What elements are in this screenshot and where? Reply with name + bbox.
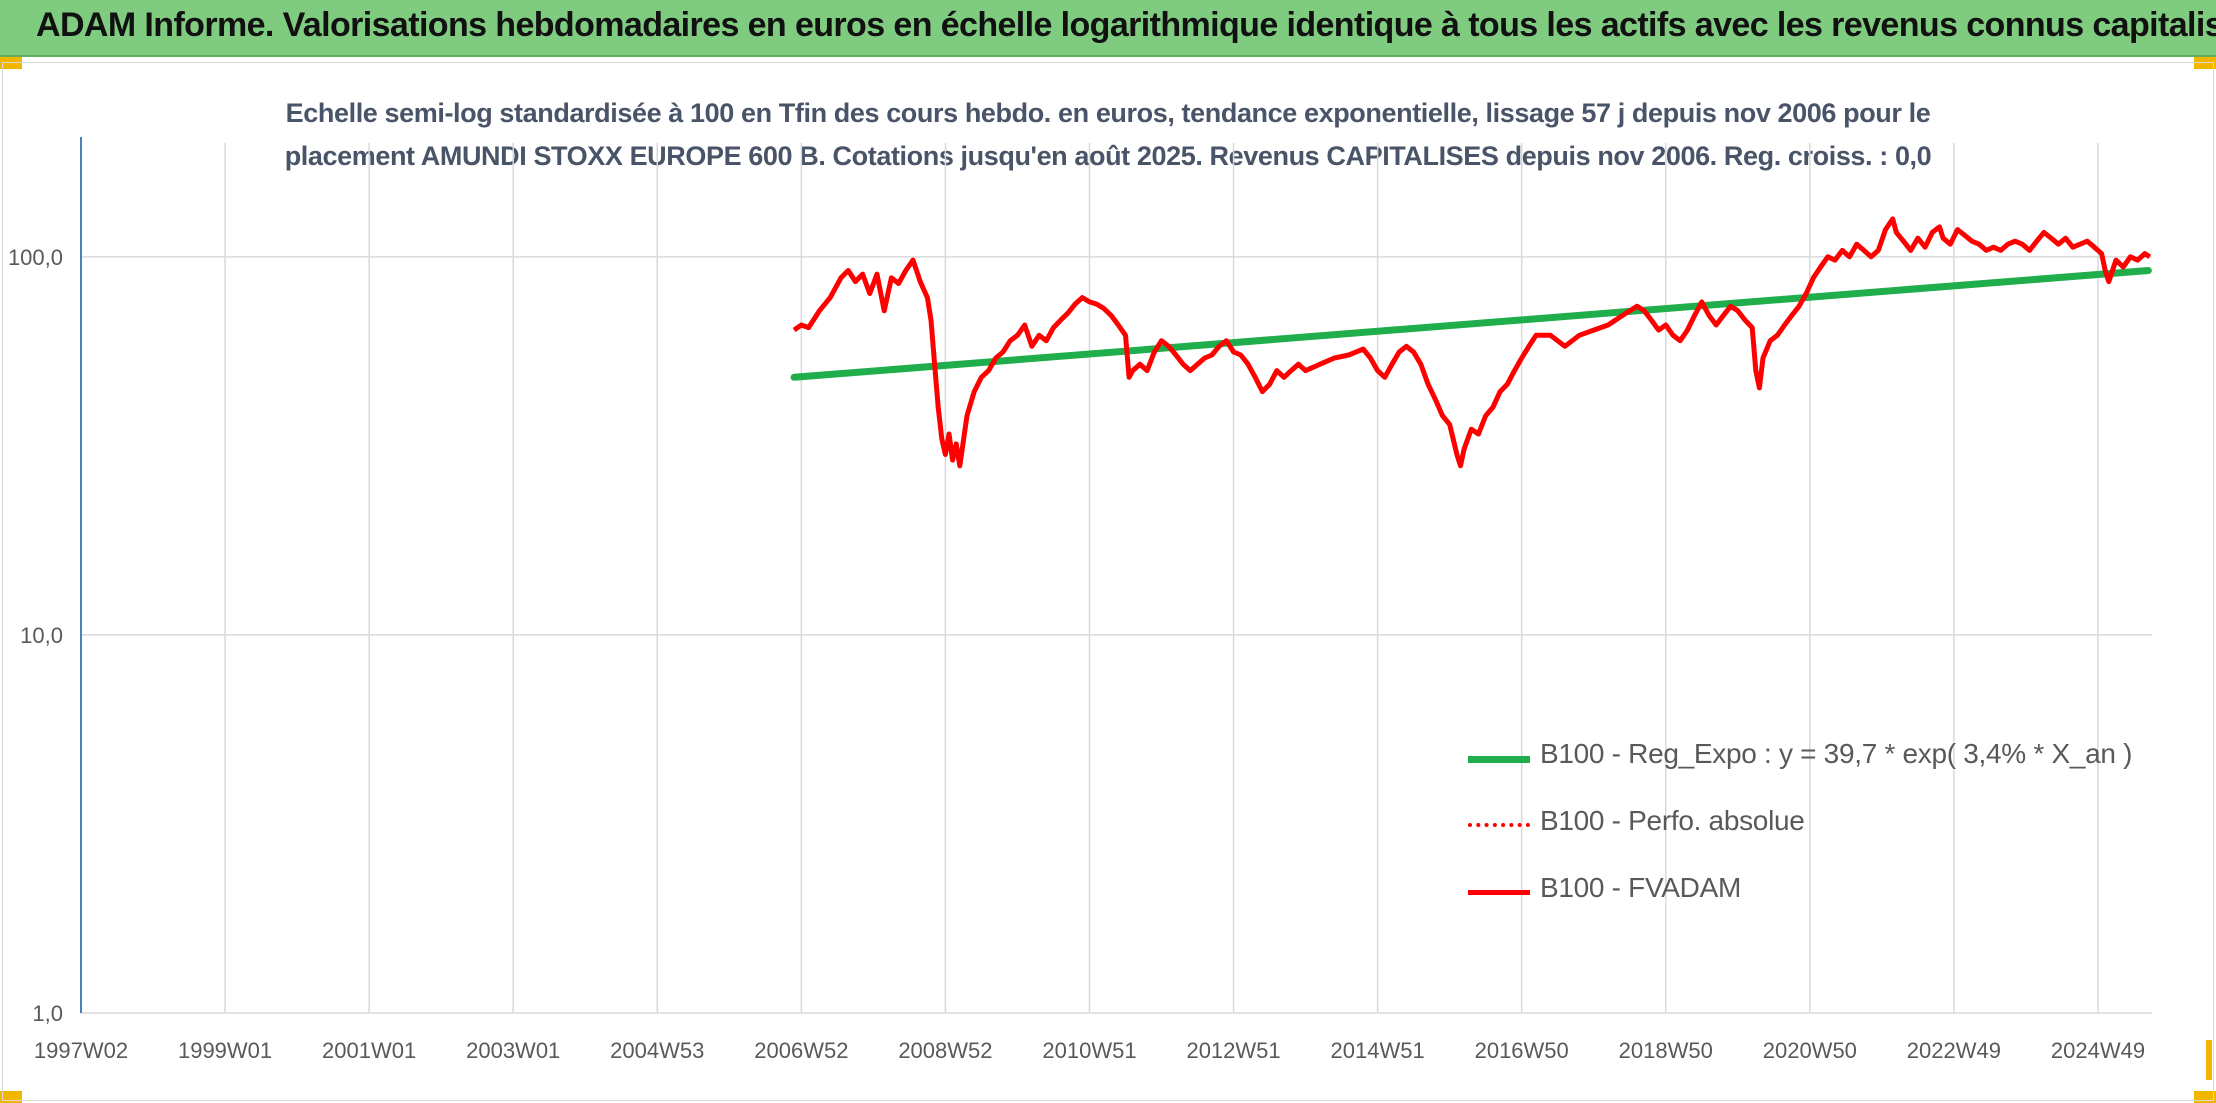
trend-series-line [790, 267, 2152, 381]
x-tick-label: 2010W51 [1042, 1038, 1136, 1063]
x-tick-label: 2001W01 [322, 1038, 416, 1063]
corner-marker-top-right [2194, 57, 2216, 69]
x-tick-label: 1999W01 [178, 1038, 272, 1063]
y-tick-label: 100,0 [8, 245, 63, 270]
chart-title-line-1: Echelle semi-log standardisée à 100 en T… [285, 98, 1931, 128]
report-title: ADAM Informe. Valorisations hebdomadaire… [36, 6, 2216, 44]
x-tick-label: 2014W51 [1331, 1038, 1425, 1063]
x-tick-label: 2012W51 [1186, 1038, 1280, 1063]
scroll-marker [2206, 1040, 2212, 1080]
legend-swatch-trend [1468, 756, 1530, 763]
x-tick-label: 2016W50 [1475, 1038, 1569, 1063]
legend-swatch-fvadam [1468, 890, 1530, 895]
x-tick-label: 2018W50 [1619, 1038, 1713, 1063]
x-tick-label: 2003W01 [466, 1038, 560, 1063]
x-tick-label: 2008W52 [898, 1038, 992, 1063]
series-lines [790, 216, 2152, 469]
tick-labels: 1997W02 1999W01 2001W01 2003W01 2004W53 2006W… [8, 245, 2145, 1063]
legend-label-trend: B100 - Reg_Expo : y = 39,7 * exp( 3,4% *… [1540, 738, 2133, 769]
chart-title-line-2: placement AMUNDI STOXX EUROPE 600 B. Cot… [284, 141, 1932, 171]
legend-label-fvadam: B100 - FVADAM [1540, 872, 1741, 903]
y-tick-label: 1,0 [32, 1001, 63, 1026]
x-tick-label: 2004W53 [610, 1038, 704, 1063]
corner-marker-top-left [0, 57, 22, 69]
legend-label-perf: B100 - Perfo. absolue [1540, 805, 1805, 836]
y-tick-label: 10,0 [20, 623, 63, 648]
x-tick-label: 2006W52 [754, 1038, 848, 1063]
grid-lines [80, 143, 2152, 1014]
chart-title: Echelle semi-log standardisée à 100 en T… [230, 92, 1986, 178]
x-tick-label: 2024W49 [2051, 1038, 2145, 1063]
report-banner: ADAM Informe. Valorisations hebdomadaire… [0, 0, 2216, 57]
legend-swatch-perf [1468, 823, 1530, 827]
fvadam-series-line [792, 216, 2152, 469]
x-tick-label: 1997W02 [34, 1038, 128, 1063]
x-tick-label: 2022W49 [1907, 1038, 2001, 1063]
x-tick-label: 2020W50 [1763, 1038, 1857, 1063]
chart-border [2, 62, 2214, 1101]
